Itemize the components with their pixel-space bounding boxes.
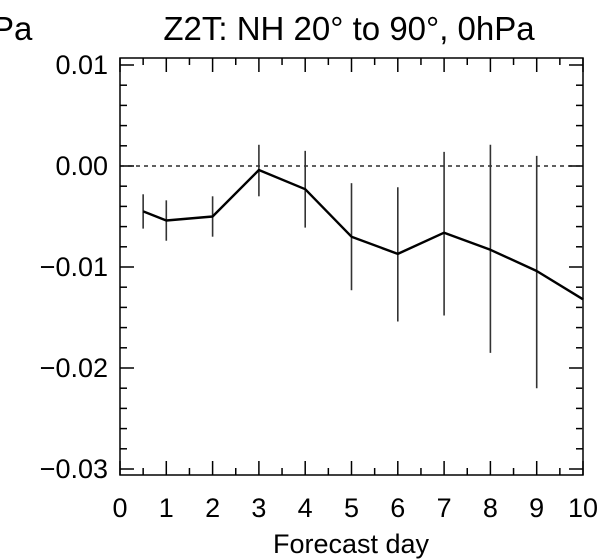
x-tick-label: 5 bbox=[344, 493, 359, 523]
series-line bbox=[142, 168, 584, 301]
y-tick-label: 0.01 bbox=[55, 50, 108, 80]
x-tick-label: 9 bbox=[529, 493, 544, 523]
x-tick-label: 7 bbox=[437, 493, 452, 523]
x-tick-label: 2 bbox=[205, 493, 220, 523]
x-tick-label: 1 bbox=[159, 493, 174, 523]
x-tick-label: 4 bbox=[298, 493, 313, 523]
x-tick-label: 0 bbox=[112, 493, 127, 523]
x-tick-label: 6 bbox=[390, 493, 405, 523]
y-tick-label: −0.01 bbox=[40, 252, 108, 282]
y-axis: 0.01 0.00 −0.01 −0.02 −0.03 bbox=[40, 50, 583, 484]
error-bars bbox=[142, 144, 584, 432]
title-fragment: Pa bbox=[0, 10, 33, 47]
chart-title: Z2T: NH 20° to 90°, 0hPa bbox=[163, 10, 535, 47]
x-axis-label: Forecast day bbox=[273, 529, 430, 559]
x-tick-label: 10 bbox=[568, 493, 598, 523]
x-tick-label: 8 bbox=[483, 493, 498, 523]
y-tick-label: −0.02 bbox=[40, 353, 108, 383]
y-tick-label: 0.00 bbox=[55, 151, 108, 181]
x-axis: 0 1 2 3 4 5 6 7 8 9 10 bbox=[112, 58, 598, 523]
x-tick-label: 3 bbox=[251, 493, 266, 523]
y-tick-label: −0.03 bbox=[40, 454, 108, 484]
